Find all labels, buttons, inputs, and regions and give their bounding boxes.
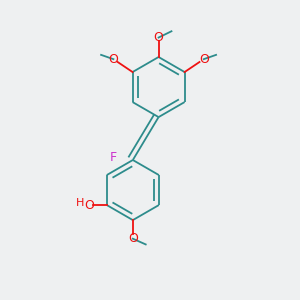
Text: O: O bbox=[199, 53, 209, 66]
Text: O: O bbox=[84, 199, 94, 212]
Text: F: F bbox=[110, 151, 117, 164]
Text: H: H bbox=[76, 198, 85, 208]
Text: O: O bbox=[128, 232, 138, 245]
Text: O: O bbox=[154, 31, 164, 44]
Text: O: O bbox=[109, 53, 118, 66]
